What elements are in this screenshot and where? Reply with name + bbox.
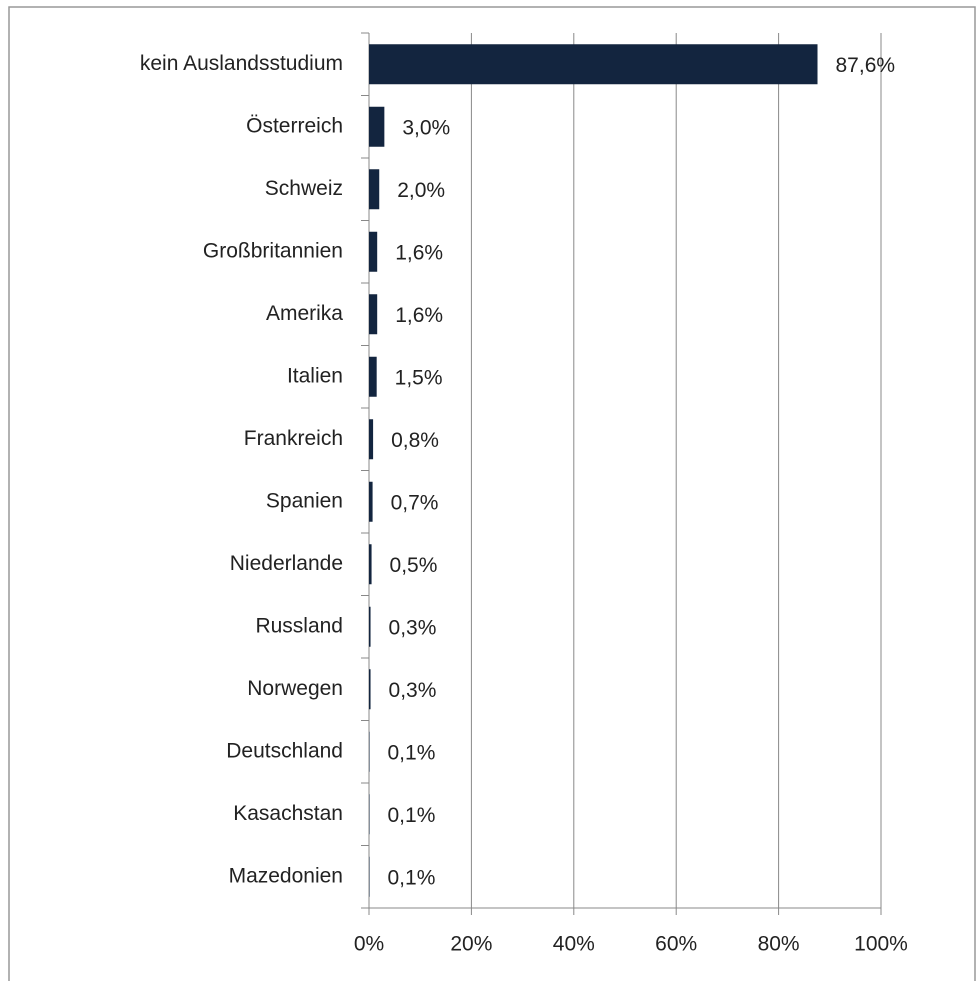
value-label: 0,3% xyxy=(389,679,437,702)
value-label: 0,8% xyxy=(391,429,439,452)
value-label: 1,6% xyxy=(395,304,443,327)
y-tick-label: Großbritannien xyxy=(203,239,343,262)
value-label: 3,0% xyxy=(402,116,450,139)
y-tick-label: Russland xyxy=(255,614,343,637)
bar xyxy=(369,856,370,897)
value-label: 0,1% xyxy=(388,741,436,764)
x-tick-label: 20% xyxy=(450,933,492,956)
y-tick-label: Niederlande xyxy=(230,552,343,575)
y-tick-label: Frankreich xyxy=(244,427,343,450)
y-tick-label: Schweiz xyxy=(265,177,343,200)
value-label: 0,3% xyxy=(389,616,437,639)
y-tick-label: Amerika xyxy=(266,302,343,325)
bar xyxy=(369,294,378,335)
y-tick-label: Norwegen xyxy=(247,677,343,700)
y-tick-label: Österreich xyxy=(246,114,343,137)
value-label: 1,6% xyxy=(395,241,443,264)
frame xyxy=(8,6,976,981)
x-tick-label: 60% xyxy=(655,933,697,956)
bar xyxy=(369,169,380,210)
bar xyxy=(369,356,377,397)
value-label: 1,5% xyxy=(395,366,443,389)
x-tick-label: 100% xyxy=(854,933,908,956)
y-tick-label: Kasachstan xyxy=(233,802,343,825)
y-tick-label: Deutschland xyxy=(226,739,343,762)
bar xyxy=(369,669,371,710)
bar xyxy=(369,419,374,460)
value-label: 0,1% xyxy=(388,804,436,827)
x-tick-label: 40% xyxy=(553,933,595,956)
value-label: 0,7% xyxy=(391,491,439,514)
value-label: 0,5% xyxy=(390,554,438,577)
y-tick-label: Spanien xyxy=(266,489,343,512)
bar xyxy=(369,794,370,835)
bar xyxy=(369,106,385,147)
x-tick-label: 0% xyxy=(354,933,384,956)
bar xyxy=(369,731,370,772)
y-tick-label: Mazedonien xyxy=(229,864,343,887)
x-tick-label: 80% xyxy=(758,933,800,956)
bar xyxy=(369,544,372,585)
y-tick-label: Italien xyxy=(287,364,343,387)
bar xyxy=(369,44,818,85)
value-label: 87,6% xyxy=(836,54,896,77)
bar xyxy=(369,231,378,272)
bar xyxy=(369,606,371,647)
value-label: 0,1% xyxy=(388,866,436,889)
value-label: 2,0% xyxy=(397,179,445,202)
y-tick-label: kein Auslandsstudium xyxy=(140,52,343,75)
bar xyxy=(369,481,373,522)
